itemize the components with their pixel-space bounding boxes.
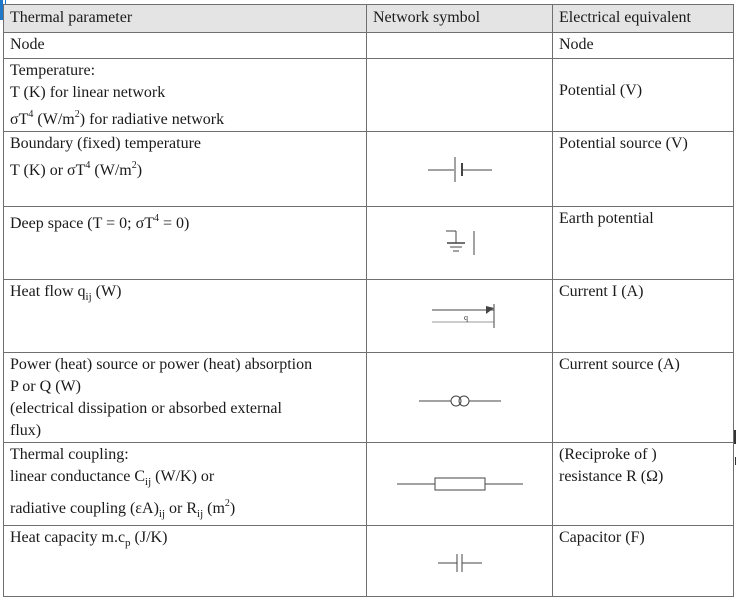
parameter-cell: Heat capacity m.cp (J/K) [3,525,367,597]
equivalent-cell: Current I (A) [552,279,734,353]
current-arrow-symbol-icon: q [431,304,494,328]
symbol-cell-empty [366,58,553,132]
table-row-node: Node Node [3,32,734,59]
page-edge-mark-small [735,457,738,465]
table-row-temperature: Temperature: T (K) for linear network σT… [3,58,734,132]
current-arrow-symbol-cell: q [366,279,553,353]
parameter-line: P or Q (W) [10,378,81,395]
ground-symbol-cell [366,206,553,280]
parameter-cell: Node [3,32,367,59]
slide-accent-bar [0,0,3,20]
header-thermal-parameter: Thermal parameter [3,4,367,33]
equivalent-cell: Potential source (V) [552,131,734,207]
ground-symbol-icon [445,230,474,255]
parameter-line-radiative-coupling: radiative coupling (εA)ij or Rij (m2) [10,498,236,520]
page-edge-mark [734,430,740,444]
table-row-heat-capacity: Heat capacity m.cp (J/K) Capacitor (F) [3,525,734,597]
resistor-symbol-cell [366,442,553,526]
equivalent-cell: Current source (A) [552,352,734,443]
parameter-line: Boundary (fixed) temperature [10,135,202,152]
equivalent-line: resistance R (Ω) [559,468,664,485]
voltage-source-symbol-cell [366,131,553,207]
table-header-row: Thermal parameter Network symbol Electri… [3,4,734,33]
parameter-line: Temperature: [10,62,96,79]
equivalent-cell: Earth potential [552,206,734,280]
parameter-line: T (K) for linear network [10,84,166,101]
parameter-line-conductance: linear conductance Cij (W/K) or [10,468,215,488]
thermal-electrical-analogy-table: Thermal parameter Network symbol Electri… [3,4,734,597]
table-row-heat-flow: Heat flow qij (W) q Current I (A) [3,279,734,353]
equivalent-cell: (Reciproke of ) resistance R (Ω) [552,442,734,526]
equivalent-line: (Reciproke of ) [559,446,657,463]
equivalent-cell: Capacitor (F) [552,525,734,597]
current-source-symbol-icon [418,395,501,407]
equivalent-cell: Node [552,32,734,59]
parameter-cell: Boundary (fixed) temperature T (K) or σT… [3,131,367,207]
parameter-line-formula: T (K) or σT4 (W/m2) [10,160,143,179]
parameter-cell: Thermal coupling: linear conductance Cij… [3,442,367,526]
table-row-power-source: Power (heat) source or power (heat) abso… [3,352,734,443]
capacitor-symbol-cell [366,525,553,597]
capacitor-symbol-icon [437,554,482,572]
header-electrical-equivalent: Electrical equivalent [552,4,734,33]
parameter-line: flux) [10,422,42,439]
slide-accent-mark [5,0,6,4]
equivalent-cell: Potential (V) [552,58,734,132]
parameter-cell: Heat flow qij (W) [3,279,367,353]
resistor-symbol-icon [396,477,523,491]
table-row-boundary-temperature: Boundary (fixed) temperature T (K) or σT… [3,131,734,207]
parameter-cell: Temperature: T (K) for linear network σT… [3,58,367,132]
parameter-line: Thermal coupling: [10,446,129,463]
symbol-cell-empty [366,32,553,59]
parameter-line: Power (heat) source or power (heat) abso… [10,356,313,373]
parameter-line: (electrical dissipation or absorbed exte… [10,400,282,417]
parameter-cell: Deep space (T = 0; σT4 = 0) [3,206,367,280]
parameter-cell: Power (heat) source or power (heat) abso… [3,352,367,443]
table-row-thermal-coupling: Thermal coupling: linear conductance Cij… [3,442,734,526]
parameter-line-radiative: σT4 (W/m2) for radiative network [10,109,225,128]
header-network-symbol: Network symbol [366,4,553,33]
current-arrow-label: q [464,313,468,322]
current-source-symbol-cell [366,352,553,443]
voltage-source-symbol-icon [427,157,492,182]
table-row-deep-space: Deep space (T = 0; σT4 = 0) Earth potent… [3,206,734,280]
